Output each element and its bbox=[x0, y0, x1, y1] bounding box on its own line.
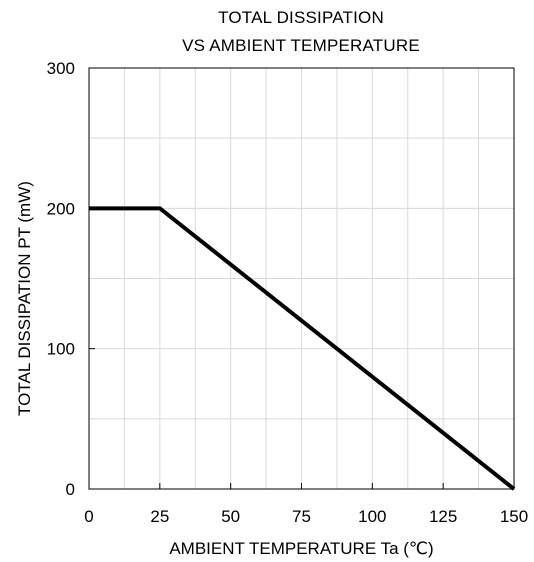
y-tick-label: 0 bbox=[66, 480, 75, 499]
x-axis-label: AMBIENT TEMPERATURE Ta (℃) bbox=[169, 539, 433, 558]
series-line bbox=[89, 206, 516, 491]
y-tick-labels: 0 100 200 300 bbox=[47, 59, 95, 499]
chart-title-line-2: VS AMBIENT TEMPERATURE bbox=[182, 36, 420, 55]
x-tick-label: 75 bbox=[292, 507, 311, 526]
y-tick-label: 100 bbox=[47, 340, 75, 359]
x-tick-label: 50 bbox=[221, 507, 240, 526]
x-tick-label: 150 bbox=[500, 507, 528, 526]
x-tick-label: 100 bbox=[358, 507, 386, 526]
x-tick-label: 25 bbox=[150, 507, 169, 526]
x-tick-label: 0 bbox=[84, 507, 93, 526]
grid-layer bbox=[89, 68, 514, 489]
y-tick-label: 300 bbox=[47, 59, 75, 78]
chart-title-line-1: TOTAL DISSIPATION bbox=[218, 8, 384, 27]
series-layer bbox=[89, 206, 516, 491]
x-tick-label: 125 bbox=[429, 507, 457, 526]
y-tick-label: 200 bbox=[47, 199, 75, 218]
x-tick-labels: 0 25 50 75 100 125 150 bbox=[84, 483, 528, 526]
y-axis-label: TOTAL DISSIPATION PT (mW) bbox=[15, 181, 34, 416]
